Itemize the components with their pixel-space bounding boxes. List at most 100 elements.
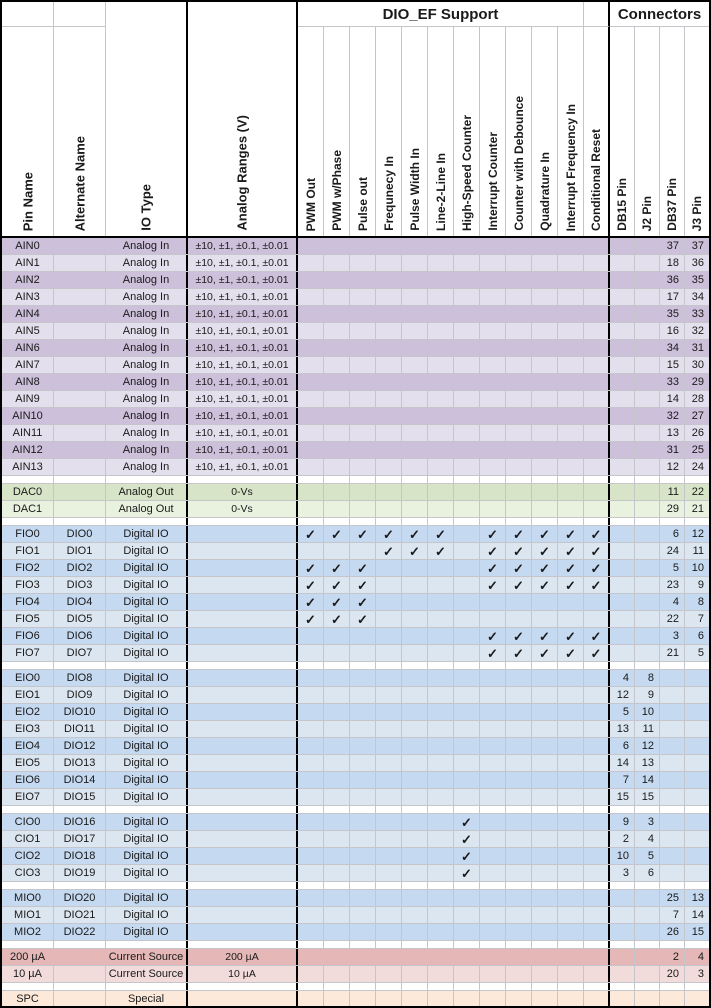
cell-pin-number: 9 <box>635 687 660 703</box>
cell-dioef-check <box>558 991 584 1006</box>
cell-pin-name: MIO1 <box>2 907 54 923</box>
spacer-cell <box>54 806 106 813</box>
spacer-cell <box>480 476 506 483</box>
cell-pin-name: EIO0 <box>2 670 54 686</box>
cell-pin-number: 11 <box>692 545 704 557</box>
cell-pin-number: 6 <box>610 738 635 754</box>
spacer-cell <box>660 518 685 525</box>
spacer-cell <box>106 983 188 990</box>
cell-alternate-name: DIO4 <box>54 594 106 610</box>
cell-dioef-check <box>428 865 454 881</box>
cell-dioef-check: ✓ <box>350 611 376 627</box>
cell-dioef-check <box>324 966 350 982</box>
cell-dioef-check <box>454 323 480 339</box>
column-header-label: Alternate Name <box>72 135 87 231</box>
column-header-db37-pin: DB37 Pin <box>660 27 685 236</box>
cell-pin-name: MIO2 <box>2 924 54 940</box>
cell-pin-number <box>635 306 660 322</box>
cell-alternate-name: DIO14 <box>54 772 106 788</box>
cell-dioef-check <box>428 323 454 339</box>
cell-pin-number <box>685 814 709 830</box>
spacer-cell <box>480 882 506 889</box>
check-icon: ✓ <box>513 560 524 576</box>
cell-pin-number: 22 <box>660 611 685 627</box>
cell-pin-name: AIN7 <box>2 357 54 373</box>
header-spacer-cell <box>2 2 53 27</box>
cell-dioef-check <box>298 738 324 754</box>
cell-dioef-check <box>480 391 506 407</box>
cell-dioef-check <box>506 442 532 458</box>
cell-dioef-check <box>298 459 324 475</box>
check-icon: ✓ <box>461 865 472 881</box>
cell-analog-ranges <box>188 772 298 788</box>
cell-pin-name: EIO5 <box>2 755 54 771</box>
column-header-label: Conditional Reset <box>589 128 603 231</box>
column-header-counter-with-debounce: Counter with Debounce <box>506 27 532 236</box>
check-icon: ✓ <box>487 560 498 576</box>
cell-io-type: Digital IO <box>106 755 188 771</box>
cell-dioef-check <box>584 670 610 686</box>
cell-dioef-check: ✓ <box>298 611 324 627</box>
cell-dioef-check <box>376 721 402 737</box>
cell-dioef-check <box>584 272 610 288</box>
cell-dioef-check <box>532 991 558 1006</box>
cell-pin-name: 200 µA <box>2 949 54 965</box>
cell-dioef-check <box>428 340 454 356</box>
spacer-row <box>2 983 709 991</box>
spacer-cell <box>298 941 324 948</box>
spacer-cell <box>660 941 685 948</box>
cell-dioef-check: ✓ <box>350 577 376 593</box>
column-header-j2-pin: J2 Pin <box>635 27 660 236</box>
cell-pin-number: 5 <box>660 560 685 576</box>
cell-pin-number <box>610 340 635 356</box>
cell-dioef-check <box>324 814 350 830</box>
cell-dioef-check <box>298 255 324 271</box>
cell-dioef-check <box>350 459 376 475</box>
cell-dioef-check <box>480 772 506 788</box>
cell-dioef-check <box>532 966 558 982</box>
spacer-cell <box>635 806 660 813</box>
table-row: FIO0 DIO0 Digital IO ✓ ✓ ✓ ✓ ✓ ✓ ✓ ✓ ✓ ✓ ✓ 6 12 <box>2 526 709 543</box>
cell-dioef-check <box>324 772 350 788</box>
cell-dioef-check <box>480 459 506 475</box>
cell-dioef-check: ✓ <box>506 543 532 559</box>
cell-dioef-check <box>532 670 558 686</box>
cell-dioef-check <box>454 755 480 771</box>
cell-dioef-check <box>350 628 376 644</box>
cell-alternate-name <box>54 949 106 965</box>
cell-dioef-check <box>584 907 610 923</box>
cell-dioef-check: ✓ <box>506 628 532 644</box>
spacer-cell <box>584 806 610 813</box>
check-icon: ✓ <box>305 526 316 542</box>
check-icon: ✓ <box>461 831 472 847</box>
cell-pin-number <box>685 789 709 805</box>
cell-pin-number: 35 <box>691 274 704 286</box>
cell-dioef-check <box>584 340 610 356</box>
spacer-cell <box>428 662 454 669</box>
table-row: FIO4 DIO4 Digital IO ✓ ✓ ✓ 4 8 <box>2 594 709 611</box>
cell-dioef-check <box>402 670 428 686</box>
check-icon: ✓ <box>590 628 602 644</box>
cell-pin-number <box>635 560 660 576</box>
cell-dioef-check <box>584 408 610 424</box>
cell-io-type: Digital IO <box>106 543 188 559</box>
cell-dioef-check <box>350 442 376 458</box>
cell-dioef-check <box>428 738 454 754</box>
table-row: CIO3 DIO19 Digital IO ✓ 3 6 <box>2 865 709 882</box>
cell-dioef-check <box>532 789 558 805</box>
cell-analog-ranges <box>188 670 298 686</box>
cell-dioef-check <box>402 772 428 788</box>
cell-pin-name: AIN5 <box>2 323 54 339</box>
cell-dioef-check <box>428 484 454 500</box>
cell-pin-number <box>610 289 635 305</box>
cell-dioef-check <box>350 670 376 686</box>
cell-dioef-check: ✓ <box>558 543 584 559</box>
cell-dioef-check <box>506 594 532 610</box>
cell-pin-number: 18 <box>660 255 685 271</box>
cell-dioef-check <box>454 289 480 305</box>
cell-pin-number <box>610 323 635 339</box>
cell-dioef-check <box>376 924 402 940</box>
cell-dioef-check <box>350 924 376 940</box>
cell-dioef-check <box>298 628 324 644</box>
cell-pin-name: FIO5 <box>2 611 54 627</box>
